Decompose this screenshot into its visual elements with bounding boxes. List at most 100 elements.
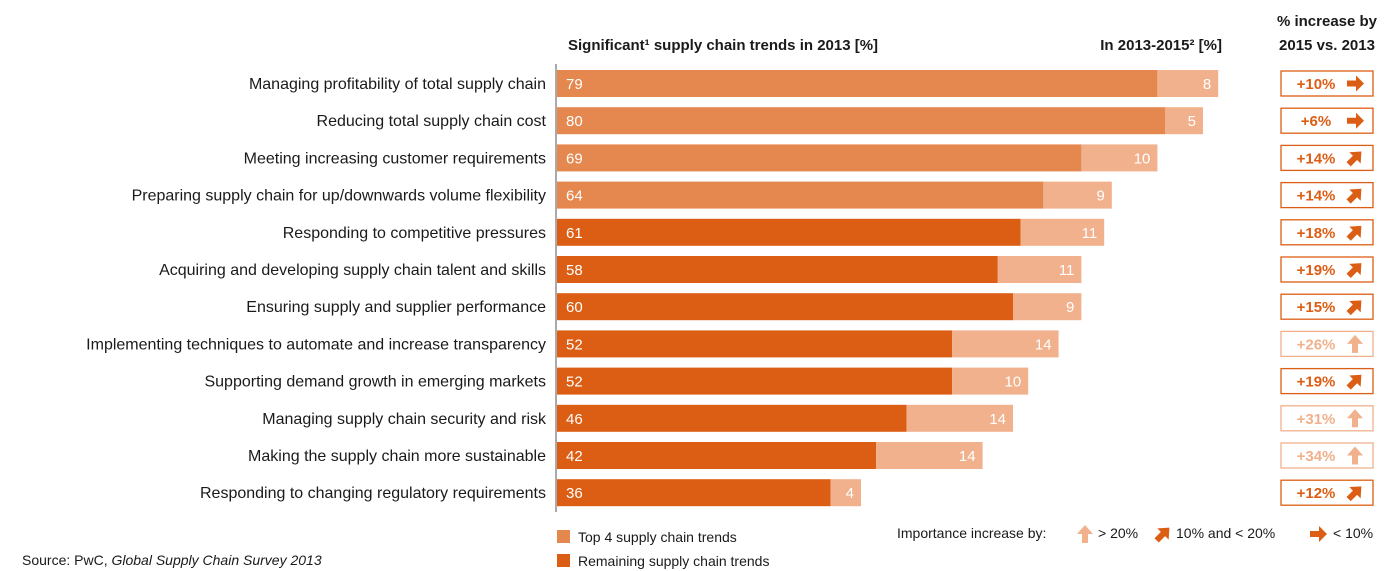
pct-arrow-icon — [1346, 300, 1362, 316]
bar-2013 — [557, 70, 1158, 97]
bar-2013 — [557, 367, 953, 395]
arrow-diagonal-shape — [1346, 225, 1362, 241]
pct-increase-label: +14% — [1297, 150, 1336, 167]
bar-row: Ensuring supply and supplier performance… — [246, 293, 1374, 321]
pct-increase-label: +18% — [1297, 225, 1336, 242]
bar-2013 — [557, 442, 877, 469]
arrow-up-icon — [1077, 525, 1093, 543]
increase-column-header: In 2013-2015² [%] — [1100, 37, 1222, 54]
legend-swatch-top4 — [557, 530, 570, 543]
source-note: Source: PwC, Global Supply Chain Survey … — [22, 552, 322, 568]
bar-row: Acquiring and developing supply chain ta… — [159, 256, 1374, 283]
value-label-2013: 64 — [566, 188, 583, 205]
value-label-increase: 8 — [1203, 76, 1211, 93]
pct-increase-label: +26% — [1297, 336, 1336, 353]
bar-increase — [1157, 70, 1219, 97]
legend-swatch-remaining — [557, 554, 570, 567]
bar-2013 — [557, 107, 1165, 135]
arrow-diagonal-shape — [1346, 300, 1362, 316]
value-label-increase: 10 — [1005, 374, 1022, 391]
bar-increase — [830, 479, 861, 507]
legend-up-arrow — [1077, 525, 1093, 543]
pct-increase-label: +12% — [1297, 485, 1336, 502]
pct-header-line1: % increase by — [1277, 13, 1378, 30]
bar-2013 — [557, 218, 1021, 246]
value-label-increase: 14 — [959, 448, 976, 465]
pct-increase-label: +19% — [1297, 374, 1336, 391]
source-title: Global Supply Chain Survey 2013 — [111, 552, 321, 568]
pct-arrow-icon — [1347, 446, 1363, 465]
value-label-increase: 11 — [1082, 225, 1098, 242]
arrow-up-shape — [1347, 334, 1363, 353]
value-label-increase: 5 — [1188, 113, 1196, 130]
value-label-2013: 79 — [566, 76, 583, 93]
bar-2013 — [557, 256, 998, 283]
pct-arrow-icon — [1346, 263, 1362, 278]
pct-increase-label: +34% — [1297, 448, 1336, 465]
pct-arrow-icon — [1347, 112, 1364, 129]
category-label: Making the supply chain more sustainable — [248, 448, 546, 465]
pct-arrow-icon — [1347, 334, 1363, 353]
legend-label-top4: Top 4 supply chain trends — [578, 529, 737, 545]
arrow-up-shape — [1077, 525, 1093, 543]
bar-rows: Managing profitability of total supply c… — [86, 70, 1374, 507]
value-label-increase: 14 — [989, 411, 1006, 428]
bar-2013 — [557, 330, 953, 358]
legend-diag-arrow — [1154, 527, 1170, 543]
value-label-2013: 60 — [566, 299, 583, 316]
pct-arrow-icon — [1346, 486, 1362, 502]
bar-increase — [1013, 293, 1082, 321]
value-label-2013: 52 — [566, 374, 583, 391]
bar-2013 — [557, 479, 831, 507]
bar-increase — [1081, 144, 1158, 172]
value-label-2013: 58 — [566, 262, 583, 279]
pct-arrow-icon — [1346, 151, 1362, 167]
legend-label-remaining: Remaining supply chain trends — [578, 553, 769, 569]
bar-row: Responding to competitive pressures 61 11 +… — [283, 218, 1374, 246]
category-label: Preparing supply chain for up/downwards … — [132, 188, 546, 205]
bar-row: Managing profitability of total supply c… — [249, 70, 1374, 97]
value-label-2013: 36 — [566, 485, 583, 502]
bar-row: Managing supply chain security and risk 4… — [262, 404, 1374, 432]
importance-legend-up: > 20% — [1098, 525, 1138, 541]
pct-increase-label: +15% — [1297, 299, 1336, 316]
bar-row: Implementing techniques to automate and … — [86, 330, 1374, 358]
bar-increase — [1020, 218, 1105, 246]
bar-2013 — [557, 144, 1082, 172]
pct-increase-label: +19% — [1297, 262, 1336, 279]
bar-increase — [1165, 107, 1203, 135]
pct-arrow-icon — [1347, 75, 1364, 92]
value-label-2013: 52 — [566, 336, 583, 353]
arrow-right-icon — [1310, 526, 1327, 542]
category-label: Managing supply chain security and risk — [262, 411, 547, 428]
value-label-increase: 11 — [1059, 262, 1075, 279]
bar-increase — [952, 367, 1029, 395]
pct-increase-label: +6% — [1301, 113, 1331, 130]
value-label-increase: 10 — [1134, 150, 1151, 167]
bar-increase — [876, 442, 983, 469]
bar-2013 — [557, 404, 907, 432]
value-label-2013: 69 — [566, 150, 583, 167]
arrow-diagonal-shape — [1346, 151, 1362, 167]
legend-right-arrow — [1310, 526, 1327, 542]
category-label: Meeting increasing customer requirements — [244, 150, 546, 167]
pct-arrow-icon — [1346, 225, 1362, 241]
value-label-2013: 42 — [566, 448, 583, 465]
bar-2013 — [557, 181, 1044, 209]
category-label: Acquiring and developing supply chain ta… — [159, 262, 546, 279]
bar-row: Supporting demand growth in emerging mar… — [204, 367, 1374, 395]
bar-increase — [952, 330, 1059, 358]
value-label-2013: 46 — [566, 411, 583, 428]
importance-legend-prefix: Importance increase by: — [897, 525, 1046, 541]
value-label-increase: 4 — [846, 485, 854, 502]
pct-increase-label: +14% — [1297, 188, 1336, 205]
bar-2013 — [557, 293, 1013, 321]
value-label-2013: 61 — [566, 225, 583, 242]
bar-increase — [1043, 181, 1112, 209]
chart-title: Significant¹ supply chain trends in 2013… — [568, 37, 878, 54]
arrow-up-shape — [1347, 409, 1363, 428]
arrow-up-shape — [1347, 446, 1363, 465]
pct-arrow-icon — [1347, 409, 1363, 428]
value-label-increase: 9 — [1096, 188, 1104, 205]
